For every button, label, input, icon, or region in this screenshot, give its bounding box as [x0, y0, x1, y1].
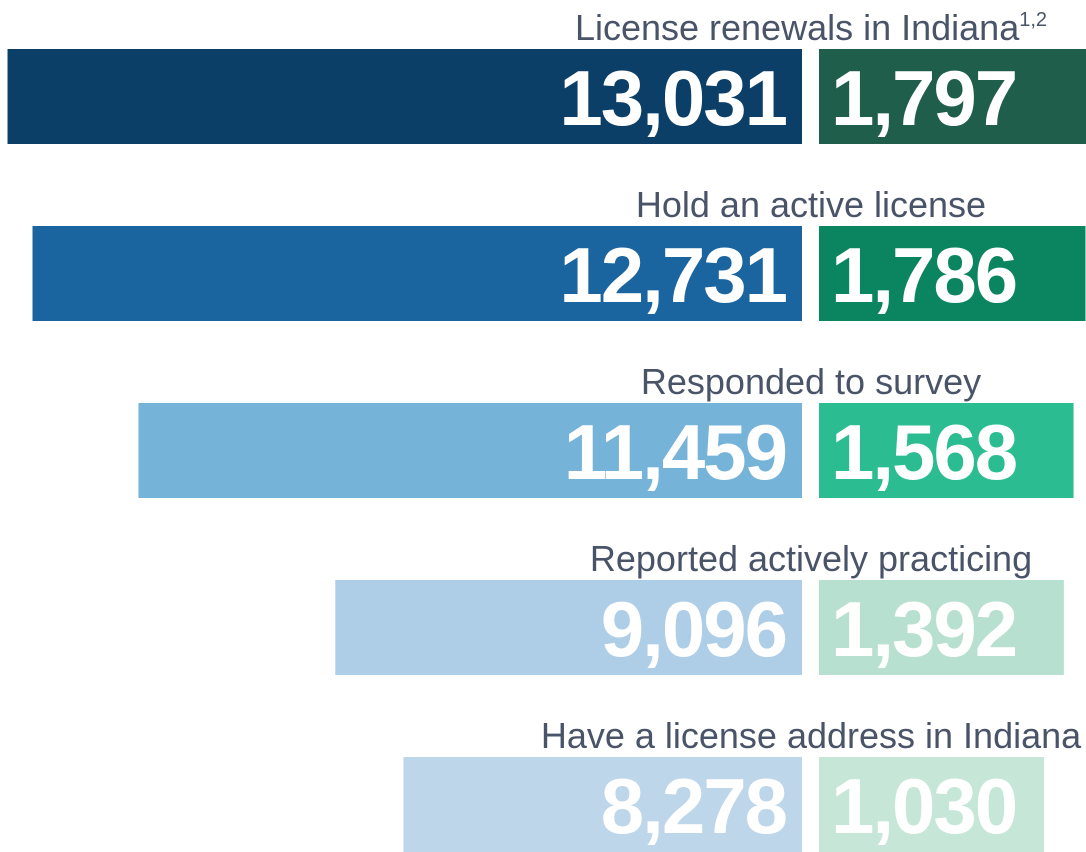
- value-label: 1,786: [831, 231, 1016, 319]
- value-label: 13,031: [559, 54, 786, 142]
- category-label: Reported actively practicing: [590, 538, 1032, 579]
- value-label: 8,278: [601, 762, 786, 850]
- category-label: License renewals in Indiana1,2: [575, 7, 1047, 48]
- bar: [32, 226, 803, 321]
- category-text: Reported actively practicing: [590, 538, 1032, 579]
- value-label: 1,797: [831, 54, 1016, 142]
- bar: [819, 580, 1064, 675]
- category-text: License renewals in Indiana: [575, 7, 1020, 48]
- bar: [819, 49, 1086, 144]
- category-text: Have a license address in Indiana: [541, 715, 1082, 756]
- value-label: 11,459: [564, 408, 786, 496]
- bar: [819, 226, 1086, 321]
- category-label: Hold an active license: [636, 184, 986, 225]
- bar: [819, 757, 1045, 852]
- bar: [7, 49, 802, 144]
- category-text: Hold an active license: [636, 184, 986, 225]
- value-label: 1,030: [831, 762, 1016, 850]
- bar: [138, 403, 802, 498]
- bar: [403, 757, 802, 852]
- value-label: 1,392: [831, 585, 1016, 673]
- value-label: 9,096: [601, 585, 786, 673]
- value-label: 1,568: [831, 408, 1016, 496]
- bar: [819, 403, 1074, 498]
- bar: [335, 580, 802, 675]
- category-label: Have a license address in Indiana: [541, 715, 1082, 756]
- category-label: Responded to survey: [641, 361, 981, 402]
- footnote-ref: 1,2: [1019, 9, 1047, 31]
- value-label: 12,731: [559, 231, 786, 319]
- category-text: Responded to survey: [641, 361, 981, 402]
